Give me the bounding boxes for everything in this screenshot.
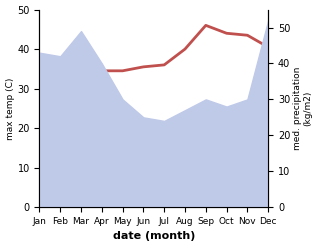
Y-axis label: med. precipitation
(kg/m2): med. precipitation (kg/m2) — [293, 67, 313, 150]
Y-axis label: max temp (C): max temp (C) — [5, 77, 15, 140]
X-axis label: date (month): date (month) — [113, 231, 195, 242]
